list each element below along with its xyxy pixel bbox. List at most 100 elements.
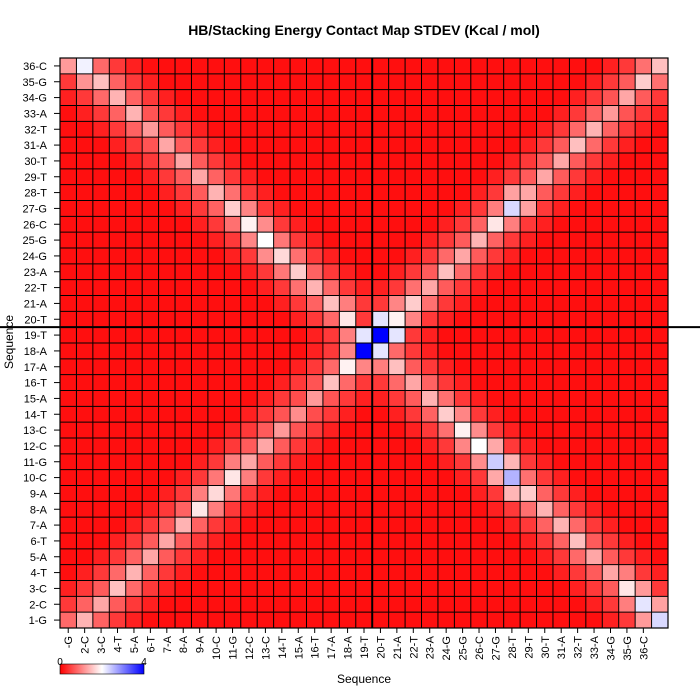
- heatmap-cell: [290, 263, 307, 280]
- heatmap-cell: [585, 184, 603, 201]
- x-tick-label: 13-C: [260, 636, 272, 660]
- heatmap-cell: [142, 548, 159, 565]
- heatmap-cell: [207, 248, 225, 264]
- heatmap-cell: [92, 137, 110, 153]
- heatmap-cell: [109, 406, 126, 423]
- heatmap-cell: [142, 153, 159, 169]
- heatmap-cell: [470, 311, 488, 328]
- heatmap-cell: [487, 311, 504, 328]
- heatmap-cell: [520, 137, 537, 153]
- heatmap-cell: [224, 248, 241, 264]
- heatmap-cell: [421, 232, 438, 248]
- heatmap-cell: [552, 453, 570, 470]
- heatmap-cell: [569, 184, 586, 201]
- heatmap-cell: [240, 501, 258, 518]
- heatmap-cell: [405, 517, 422, 533]
- heatmap-cell: [635, 469, 652, 486]
- heatmap-cell: [224, 343, 241, 359]
- heatmap-cell: [618, 612, 636, 628]
- heatmap-cell: [142, 200, 159, 217]
- heatmap-cell: [339, 485, 356, 502]
- heatmap-cell: [421, 438, 438, 454]
- heatmap-cell: [175, 89, 192, 106]
- heatmap-cell: [257, 216, 274, 233]
- heatmap-cell: [536, 501, 553, 518]
- heatmap-cell: [339, 73, 356, 90]
- heatmap-cell: [306, 517, 323, 533]
- heatmap-cell: [175, 73, 192, 90]
- heatmap-cell: [142, 279, 159, 296]
- heatmap-cell: [454, 327, 471, 343]
- heatmap-cell: [552, 295, 570, 312]
- heatmap-cell: [191, 406, 208, 423]
- heatmap-cell: [306, 263, 323, 280]
- heatmap-cell: [585, 485, 603, 502]
- heatmap-cell: [290, 73, 307, 90]
- heatmap-cell: [109, 105, 126, 122]
- heatmap-cell: [92, 374, 110, 391]
- heatmap-cell: [421, 564, 438, 581]
- heatmap-cell: [470, 153, 488, 169]
- heatmap-cell: [635, 200, 652, 217]
- heatmap-cell: [273, 343, 291, 359]
- heatmap-cell: [273, 485, 291, 502]
- heatmap-cell: [306, 89, 323, 106]
- heatmap-cell: [421, 184, 438, 201]
- heatmap-cell: [405, 533, 422, 549]
- heatmap-cell: [487, 485, 504, 502]
- heatmap-cell: [635, 89, 652, 106]
- heatmap-cell: [322, 374, 340, 391]
- heatmap-cell: [76, 89, 93, 106]
- heatmap-cell: [421, 200, 438, 217]
- heatmap-cell: [355, 105, 373, 122]
- heatmap-cell: [109, 137, 126, 153]
- heatmap-cell: [602, 58, 619, 74]
- heatmap-cell: [503, 358, 521, 375]
- heatmap-cell: [355, 73, 373, 90]
- heatmap-cell: [602, 168, 619, 185]
- heatmap-cell: [618, 89, 636, 106]
- heatmap-cell: [372, 343, 389, 359]
- heatmap-cell: [125, 612, 143, 628]
- heatmap-cell: [125, 596, 143, 613]
- heatmap-cell: [487, 58, 504, 74]
- heatmap-cell: [585, 295, 603, 312]
- heatmap-cell: [355, 501, 373, 518]
- heatmap-cell: [273, 596, 291, 613]
- heatmap-cell: [635, 263, 652, 280]
- heatmap-cell: [306, 596, 323, 613]
- heatmap-cell: [405, 137, 422, 153]
- heatmap-cell: [92, 105, 110, 122]
- heatmap-cell: [207, 612, 225, 628]
- heatmap-cell: [109, 153, 126, 169]
- heatmap-cell: [536, 390, 553, 407]
- heatmap-cell: [125, 73, 143, 90]
- heatmap-cell: [207, 89, 225, 106]
- y-tick-label: 1-G: [29, 615, 47, 627]
- y-tick-label: 25-G: [23, 235, 47, 247]
- heatmap-cell: [536, 580, 553, 597]
- heatmap-cell: [454, 501, 471, 518]
- heatmap-cell: [240, 184, 258, 201]
- heatmap-cell: [60, 580, 77, 597]
- heatmap-cell: [487, 343, 504, 359]
- heatmap-cell: [273, 517, 291, 533]
- heatmap-cell: [372, 501, 389, 518]
- heatmap-cell: [651, 295, 668, 312]
- heatmap-cell: [158, 406, 176, 423]
- heatmap-cell: [618, 533, 636, 549]
- heatmap-cell: [503, 216, 521, 233]
- heatmap-cell: [602, 548, 619, 565]
- heatmap-cell: [224, 311, 241, 328]
- heatmap-cell: [175, 327, 192, 343]
- heatmap-cell: [552, 105, 570, 122]
- heatmap-cell: [421, 343, 438, 359]
- heatmap-cell: [355, 390, 373, 407]
- heatmap-cell: [520, 248, 537, 264]
- heatmap-cell: [339, 374, 356, 391]
- legend-min-label: 0: [57, 657, 63, 668]
- heatmap-cell: [191, 153, 208, 169]
- heatmap-cell: [454, 406, 471, 423]
- heatmap-cell: [552, 200, 570, 217]
